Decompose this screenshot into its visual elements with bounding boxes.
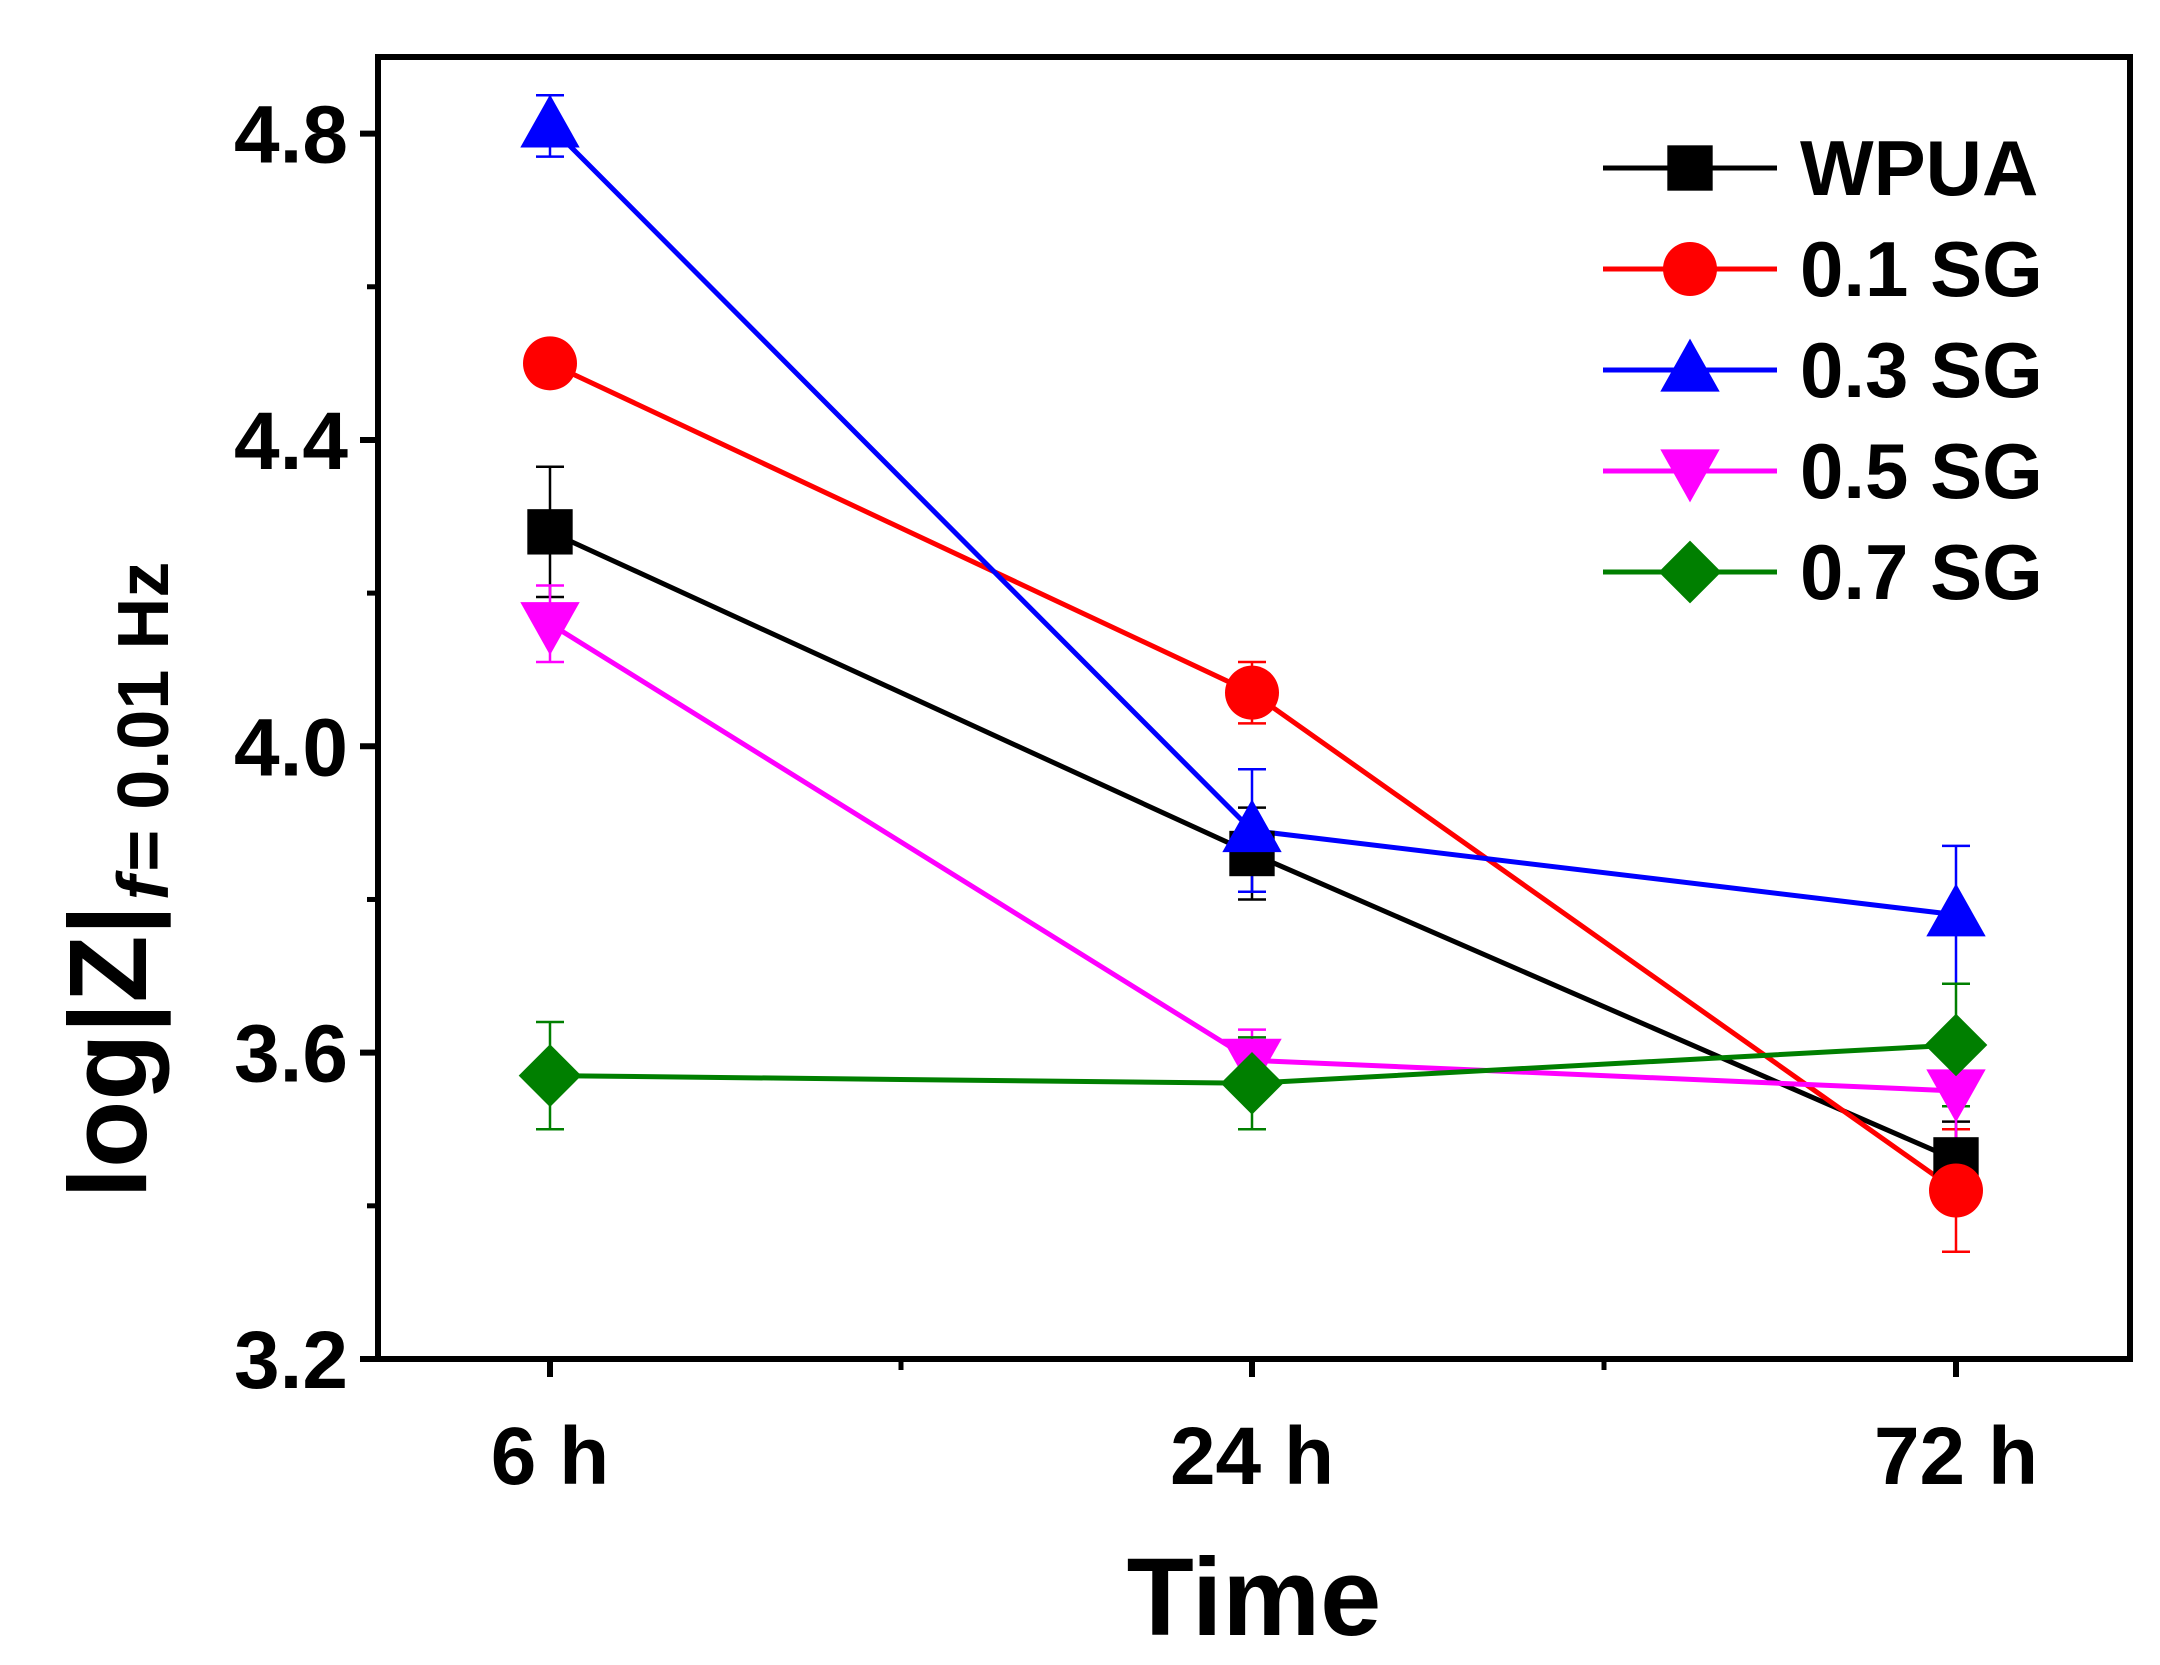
data-point <box>1926 1069 1986 1123</box>
legend-marker <box>1663 242 1717 296</box>
y-axis-title-sub: = 0.01 Hz <box>104 562 184 872</box>
data-point <box>523 336 577 391</box>
legend-label: WPUA <box>1800 124 2038 212</box>
series-markers <box>518 94 1988 1218</box>
legend: WPUA 0.1 SG 0.3 SG 0.5 SG 0.7 SG <box>1603 124 2043 616</box>
data-point <box>520 94 580 148</box>
data-point <box>1929 1163 1983 1218</box>
y-tick-label: 4.8 <box>234 90 348 181</box>
y-tick-label: 3.6 <box>234 1009 348 1100</box>
data-point <box>1222 799 1282 853</box>
x-tick-label: 24 h <box>1170 1411 1334 1502</box>
y-tick-label: 3.2 <box>234 1315 348 1406</box>
data-point <box>1926 883 1986 937</box>
legend-label: 0.7 SG <box>1800 528 2043 616</box>
x-tick-label: 72 h <box>1874 1411 2038 1502</box>
data-point <box>1220 1051 1284 1115</box>
y-tick-label: 4.0 <box>234 702 348 793</box>
y-tick-labels: 3.2 3.6 4.0 4.4 4.8 <box>234 90 348 1406</box>
x-axis-title: Time <box>1127 1536 1382 1659</box>
legend-marker <box>1660 449 1720 503</box>
y-axis-title: log|Z| f = 0.01 Hz <box>47 562 184 1199</box>
data-point <box>518 1044 582 1107</box>
axis-ticks <box>360 130 1959 1377</box>
data-point <box>527 509 573 555</box>
x-tick-label: 6 h <box>491 1411 609 1502</box>
y-axis-title-main: log|Z| <box>47 905 171 1199</box>
y-axis-title-sub-italic: f <box>104 870 184 900</box>
data-point <box>520 602 580 656</box>
legend-label: 0.3 SG <box>1800 326 2043 414</box>
x-tick-labels: 6 h 24 h 72 h <box>491 1411 2038 1502</box>
legend-marker <box>1667 145 1713 191</box>
data-point <box>1924 1013 1988 1077</box>
y-tick-label: 4.4 <box>234 396 348 487</box>
legend-marker <box>1658 540 1722 604</box>
legend-label: 0.1 SG <box>1800 225 2043 313</box>
data-point <box>1225 665 1279 720</box>
legend-label: 0.5 SG <box>1800 427 2043 515</box>
legend-marker <box>1660 338 1720 392</box>
